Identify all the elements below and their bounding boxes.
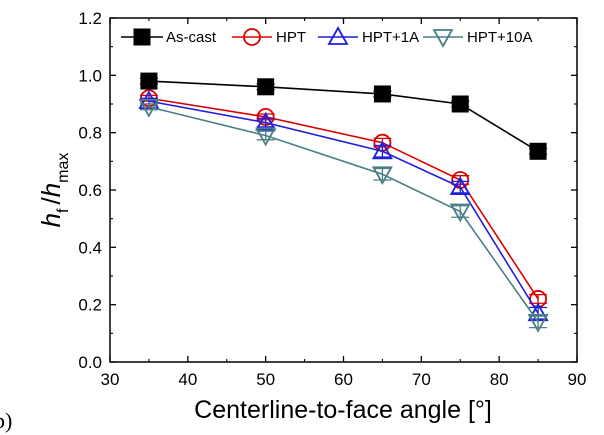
y-tick-label: 0.0 bbox=[78, 353, 102, 372]
y-axis-label: hf/hmax bbox=[36, 153, 72, 228]
legend-swatch-marker bbox=[243, 28, 261, 46]
y-tick-label: 0.2 bbox=[78, 296, 102, 315]
y-tick-label: 1.0 bbox=[78, 66, 102, 85]
y-axis: 0.0 0.2 0.4 0.6 0.8 1.0 1.2 bbox=[78, 9, 577, 372]
x-tick-label: 90 bbox=[568, 370, 587, 389]
data-point bbox=[255, 127, 277, 147]
legend-item: As-cast bbox=[121, 28, 217, 46]
data-point bbox=[257, 78, 275, 96]
x-tick-label: 30 bbox=[101, 370, 120, 389]
legend-swatch-marker bbox=[133, 28, 151, 46]
x-tick-label: 80 bbox=[490, 370, 509, 389]
data-point bbox=[527, 313, 549, 333]
data-point bbox=[529, 142, 547, 160]
series-hpt-10a bbox=[138, 98, 549, 333]
data-point bbox=[371, 166, 393, 186]
legend-label: As-cast bbox=[166, 29, 217, 46]
series-as-cast bbox=[139, 72, 548, 160]
y-axis-label-slash: / bbox=[36, 197, 66, 205]
series-hpt bbox=[139, 89, 548, 308]
x-tick-label: 70 bbox=[412, 370, 431, 389]
series-hpt-1a bbox=[138, 90, 549, 322]
legend-label: HPT bbox=[276, 29, 306, 46]
legend-label: HPT+10A bbox=[467, 29, 532, 46]
legend-swatch-marker bbox=[327, 26, 349, 45]
y-tick-label: 0.6 bbox=[78, 181, 102, 200]
x-tick-label: 50 bbox=[256, 370, 275, 389]
y-axis-label-sub1: f bbox=[55, 208, 72, 213]
data-point bbox=[138, 98, 160, 118]
data-point bbox=[449, 176, 471, 196]
legend: As-cast HPT HPT+1A HPT+10A bbox=[121, 26, 532, 48]
data-point bbox=[371, 140, 393, 160]
data-point bbox=[373, 85, 391, 103]
data-point bbox=[451, 95, 469, 113]
x-tick-label: 40 bbox=[178, 370, 197, 389]
legend-item: HPT bbox=[232, 28, 306, 46]
series-line bbox=[148, 97, 539, 300]
legend-label: HPT+1A bbox=[362, 29, 419, 46]
legend-item: HPT+1A bbox=[318, 26, 419, 46]
y-axis-label-h1: h bbox=[36, 213, 66, 227]
data-point bbox=[255, 111, 277, 131]
y-tick-label: 0.4 bbox=[78, 238, 102, 257]
y-axis-label-h2: h bbox=[36, 183, 66, 197]
series-line bbox=[148, 80, 539, 152]
legend-swatch-marker bbox=[432, 29, 454, 48]
x-axis: 30 40 50 60 70 80 90 bbox=[101, 18, 587, 389]
data-point bbox=[140, 72, 158, 90]
y-tick-label: 0.8 bbox=[78, 124, 102, 143]
data-point bbox=[449, 203, 471, 223]
series-line bbox=[148, 100, 539, 314]
y-axis-label-sub2: max bbox=[55, 153, 72, 183]
legend-item: HPT+10A bbox=[423, 29, 532, 48]
x-tick-label: 60 bbox=[334, 370, 353, 389]
plot-frame bbox=[109, 17, 578, 363]
y-tick-label: 1.2 bbox=[78, 9, 102, 28]
panel-label: b) bbox=[0, 408, 12, 433]
x-axis-label: Centerline-to-face angle [°] bbox=[194, 396, 492, 424]
plot-layer bbox=[138, 72, 549, 333]
series-line bbox=[148, 106, 539, 323]
